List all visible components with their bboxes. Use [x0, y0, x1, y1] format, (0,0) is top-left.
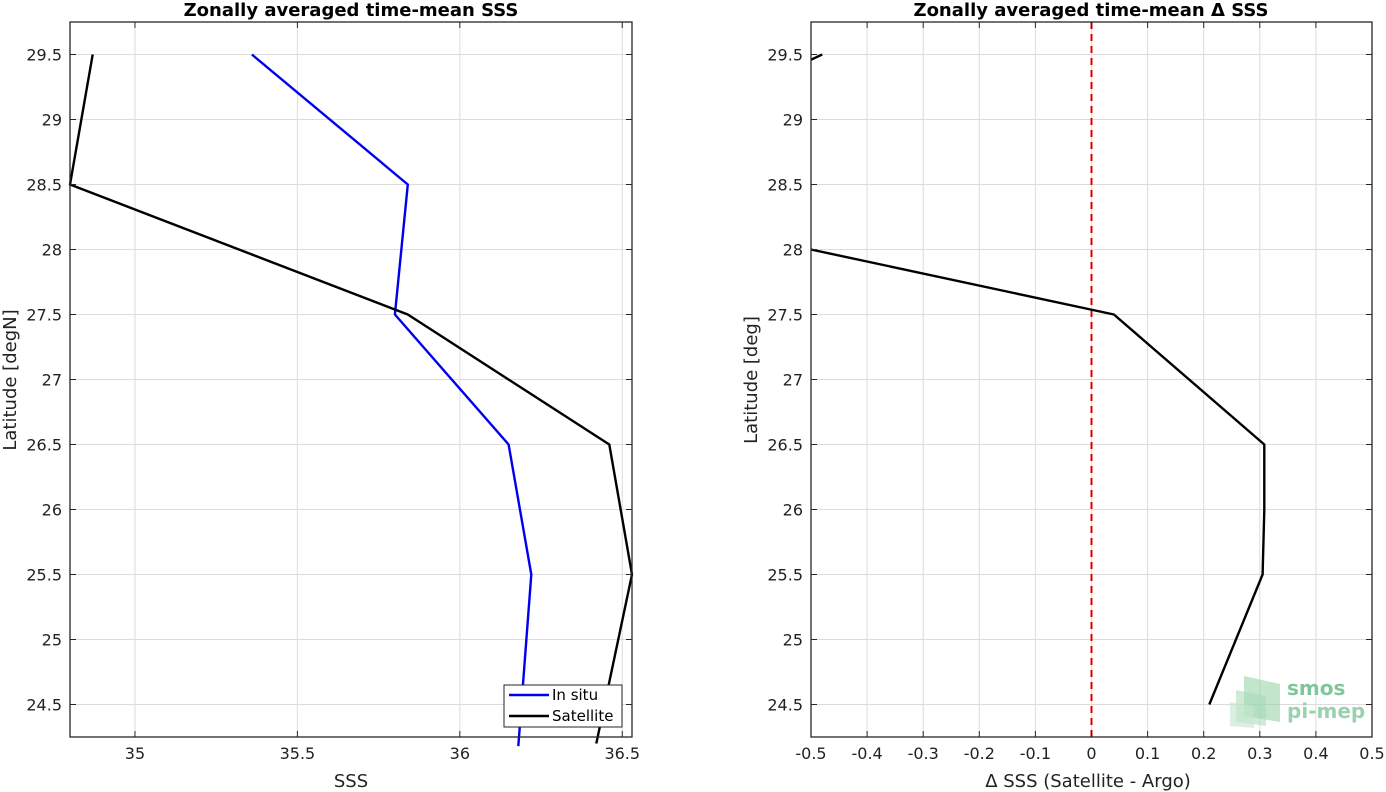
y-tick-label: 25 — [783, 631, 803, 650]
y-tick-label: 28.5 — [26, 176, 62, 195]
series-satellite-line — [68, 54, 634, 744]
series-delta-sss-line — [810, 53, 823, 61]
chart-title: Zonally averaged time-mean Δ SSS — [914, 0, 1269, 21]
y-tick-label: 28 — [783, 241, 803, 260]
y-tick-label: 28 — [42, 241, 62, 260]
y-axis-label: Latitude [deg] — [741, 316, 762, 444]
series-in-situ-line — [251, 53, 533, 747]
y-tick-label: 26 — [42, 501, 62, 520]
legend-label-satellite: Satellite — [552, 707, 613, 725]
grid — [70, 22, 632, 737]
chart-title: Zonally averaged time-mean SSS — [184, 0, 519, 21]
x-tick-label: 0.4 — [1303, 744, 1328, 763]
x-tick-label: -0.4 — [851, 744, 882, 763]
y-tick-label: 29 — [42, 111, 62, 130]
y-tick-label: 29.5 — [767, 46, 803, 65]
legend-box — [503, 684, 623, 728]
x-tick-label: -0.3 — [908, 744, 939, 763]
x-tick-label: 0.1 — [1135, 744, 1160, 763]
y-tick-label: 27.5 — [26, 306, 62, 325]
y-axis-label: Latitude [degN] — [0, 309, 21, 450]
y-tick-label: 24.5 — [767, 696, 803, 715]
tick-labels: -0.5 -0.4 -0.3 -0.2 -0.1 0 0.1 0.2 0.3 0.4 0.5 24.5… — [767, 22, 1385, 763]
x-tick-label: -0.2 — [964, 744, 995, 763]
smos-pi-mep-logo: smos pi-mep — [1230, 676, 1365, 728]
left-panel: 35 35.5 36 36.5 24.5 25 25.5 26 26.5 27 27.5 28 28.5… — [0, 0, 640, 792]
x-tick-label: 36 — [450, 744, 470, 763]
tick-labels: 35 35.5 36 36.5 24.5 25 25.5 26 26.5 27 27.5 28 28.5… — [26, 22, 640, 763]
x-axis-label: Δ SSS (Satellite - Argo) — [985, 771, 1191, 792]
y-tick-label: 25 — [42, 631, 62, 650]
right-panel: smos pi-mep -0.5 -0.4 -0.3 -0.2 -0.1 0 0.1 0.2 0… — [741, 0, 1385, 792]
series-group — [68, 53, 634, 747]
logo-text-pi-mep: pi-mep — [1287, 699, 1365, 723]
series-group — [810, 53, 1266, 705]
series-delta-sss-line — [810, 248, 1266, 705]
y-tick-label: 26.5 — [767, 436, 803, 455]
x-tick-label: 0.2 — [1191, 744, 1216, 763]
y-tick-label: 25.5 — [26, 566, 62, 585]
x-axis-label: SSS — [334, 771, 368, 792]
y-tick-label: 26 — [783, 501, 803, 520]
y-tick-label: 26.5 — [26, 436, 62, 455]
logo-mark-front — [1230, 702, 1254, 728]
y-tick-label: 27.5 — [767, 306, 803, 325]
x-tick-label: 0.3 — [1247, 744, 1272, 763]
logo-text-smos: smos — [1287, 676, 1345, 700]
x-tick-label: -0.1 — [1020, 744, 1051, 763]
x-tick-label: 36.5 — [604, 744, 640, 763]
x-tick-label: -0.5 — [795, 744, 826, 763]
legend-label-in-situ: In situ — [552, 686, 598, 704]
y-tick-label: 29 — [783, 111, 803, 130]
y-tick-label: 29.5 — [26, 46, 62, 65]
y-tick-label: 25.5 — [767, 566, 803, 585]
x-tick-label: 0.5 — [1359, 744, 1384, 763]
x-tick-label: 0 — [1086, 744, 1096, 763]
legend: In situ Satellite — [503, 684, 623, 728]
y-tick-label: 28.5 — [767, 176, 803, 195]
y-tick-label: 27 — [42, 371, 62, 390]
x-tick-label: 35 — [125, 744, 145, 763]
y-tick-label: 27 — [783, 371, 803, 390]
x-tick-label: 35.5 — [280, 744, 316, 763]
y-tick-label: 24.5 — [26, 696, 62, 715]
